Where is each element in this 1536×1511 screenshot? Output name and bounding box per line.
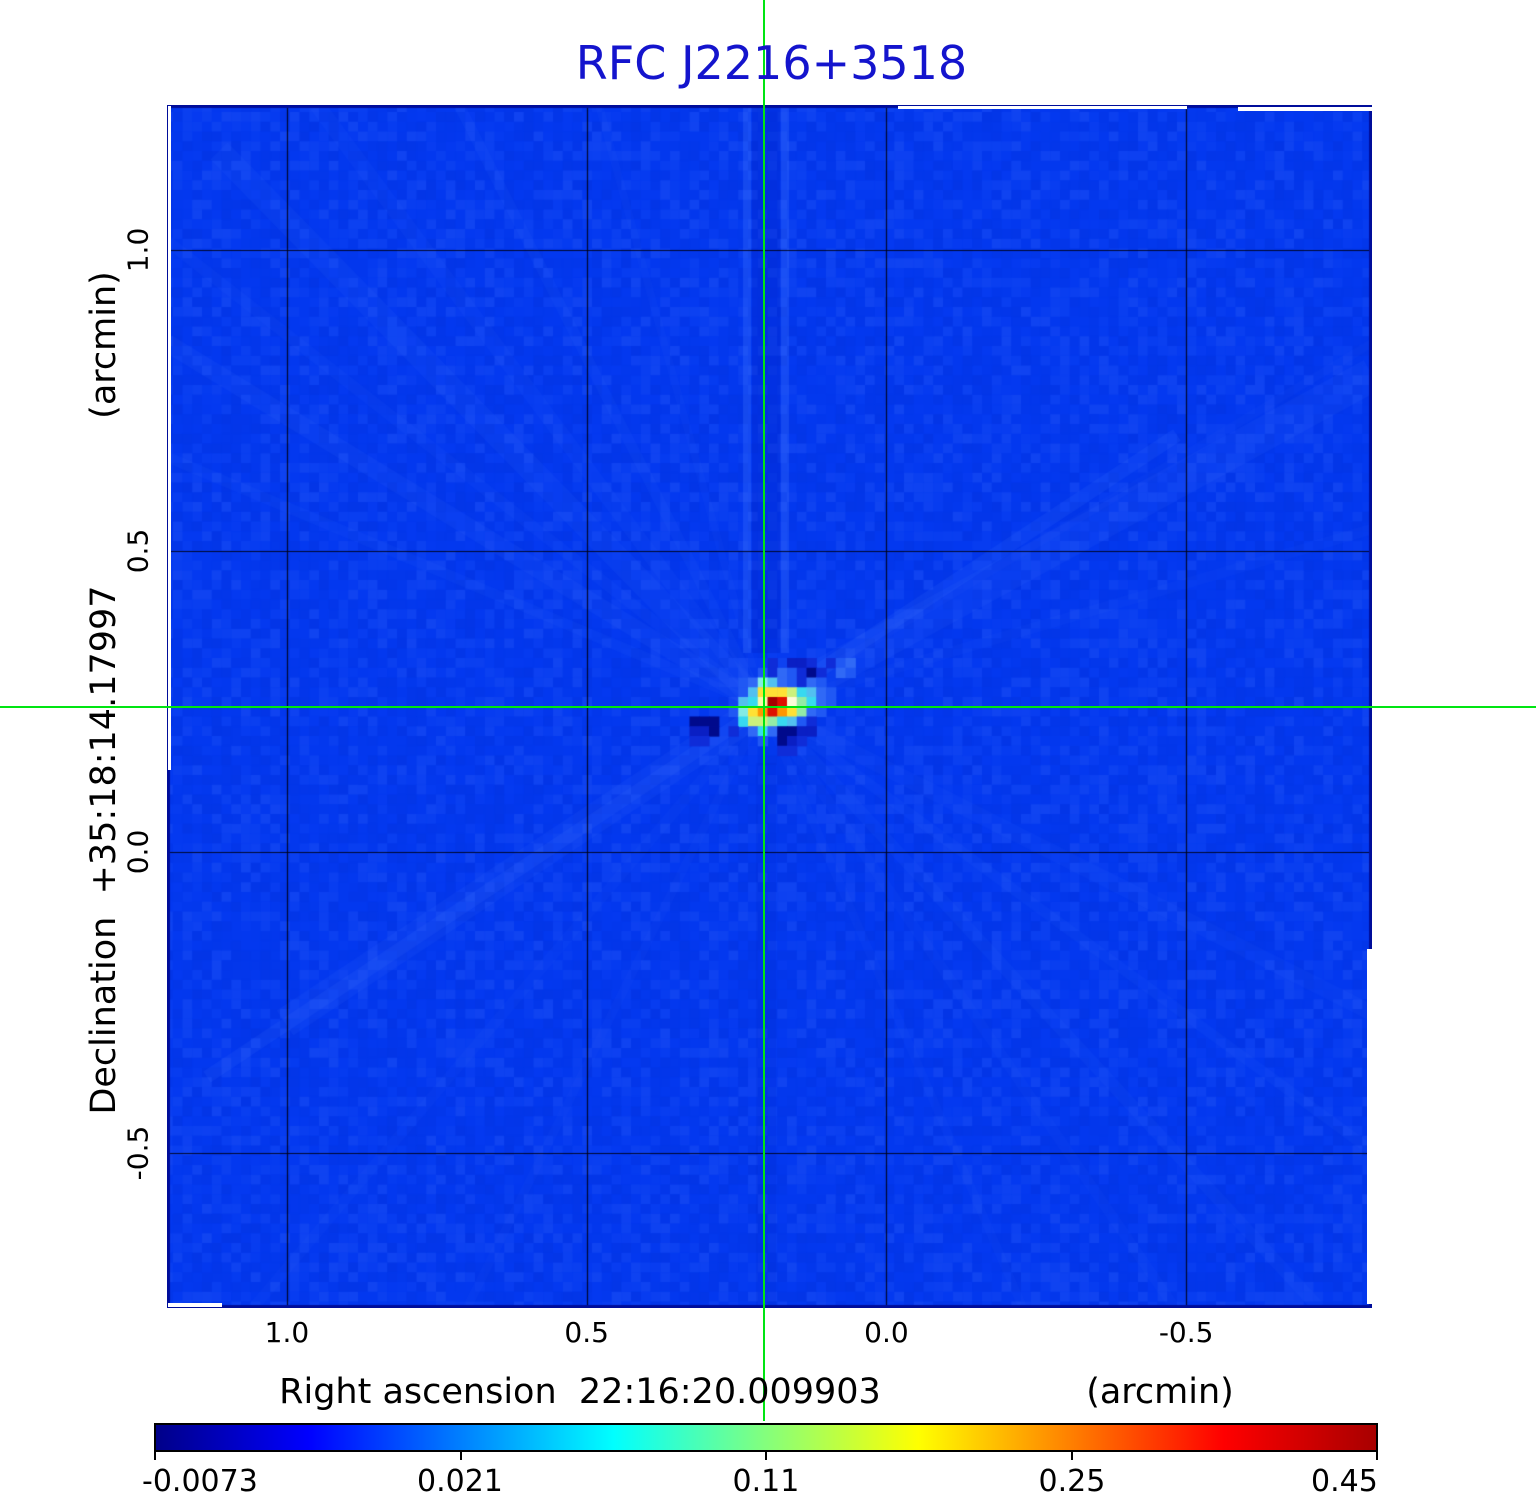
- y-tick-label: -0.5: [121, 1125, 155, 1181]
- y-axis-unit-label: (arcmin): [84, 271, 124, 419]
- colorbar-tick-label: 0.25: [1038, 1464, 1106, 1499]
- white-edge-artifact: [1367, 949, 1377, 1304]
- colorbar-tick: [765, 1452, 767, 1460]
- x-tick-label: 0.5: [564, 1316, 609, 1349]
- x-tick-label: -0.5: [1158, 1316, 1214, 1349]
- colorbar-tick: [1070, 1452, 1073, 1460]
- plot-title: RFC J2216+3518: [575, 36, 968, 90]
- x-tick-label: 0.0: [864, 1316, 909, 1349]
- white-edge-artifact: [168, 1303, 222, 1307]
- colorbar-tick-label: 0.45: [1311, 1464, 1378, 1499]
- colorbar: [154, 1423, 1378, 1452]
- colorbar-tick-label: 0.11: [732, 1464, 800, 1499]
- y-tick-label: 0.0: [121, 829, 155, 875]
- crosshair-vertical-line: [762, 0, 765, 1421]
- x-tick-label: 1.0: [264, 1316, 310, 1349]
- y-axis-label: Declination +35:18:14.17997: [84, 585, 124, 1115]
- white-edge-artifact: [168, 106, 171, 770]
- colorbar-tick: [459, 1452, 462, 1460]
- x-axis-label: Right ascension 22:16:20.009903: [279, 1372, 881, 1412]
- x-axis-unit-label: (arcmin): [1086, 1372, 1234, 1412]
- y-tick-label: 1.0: [121, 227, 155, 273]
- y-tick-label: 0.5: [121, 528, 155, 574]
- colorbar-tick-label: 0.021: [417, 1464, 503, 1499]
- colorbar-tick: [154, 1452, 156, 1460]
- white-edge-artifact: [898, 106, 1187, 109]
- colorbar-tick: [1376, 1452, 1378, 1460]
- colorbar-tick-label: -0.0073: [142, 1464, 258, 1499]
- crosshair-horizontal-line: [0, 705, 1536, 708]
- white-edge-artifact: [1238, 107, 1372, 111]
